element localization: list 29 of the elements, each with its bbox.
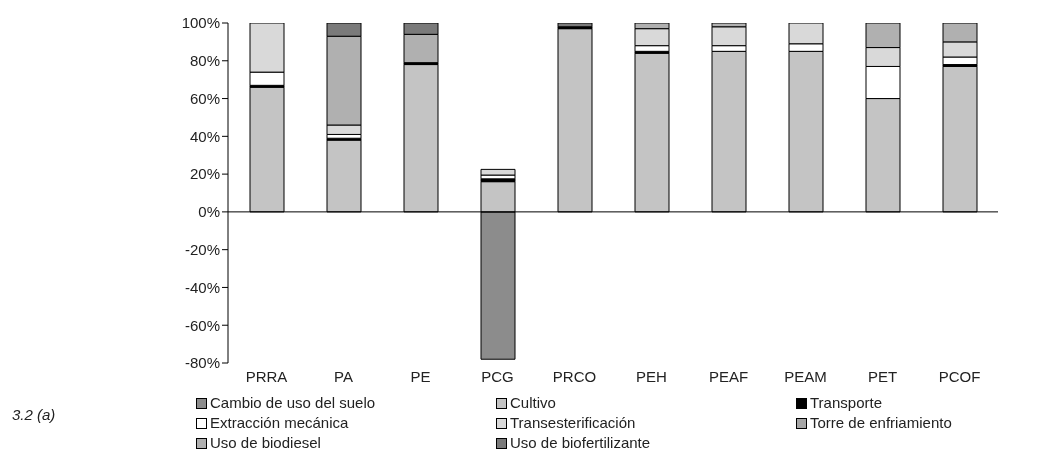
legend-label: Cultivo — [510, 393, 556, 413]
y-tick-label: -20% — [184, 240, 220, 258]
legend-label: Cambio de uso del suelo — [210, 393, 376, 413]
x-tick-label: PET — [867, 367, 898, 385]
y-tick-label: 20% — [189, 165, 220, 183]
text: 3.2 (a) — [12, 406, 56, 423]
y-tick-label: -60% — [184, 316, 220, 334]
x-tick-label: PRCO — [552, 367, 597, 385]
y-tick-label: 100% — [181, 14, 220, 32]
legend-label: Transporte — [810, 393, 882, 413]
y-tick-label: -80% — [184, 354, 220, 372]
y-tick-label: 60% — [189, 89, 220, 107]
legend-label: Torre de enfriamiento — [810, 413, 952, 433]
x-tick-label: PCG — [481, 367, 514, 385]
y-tick-label: 0% — [198, 203, 220, 221]
legend-label: Extracción mecánica — [210, 413, 349, 433]
legend-label: Transesterificación — [510, 413, 636, 433]
x-tick-label: PEH — [636, 367, 667, 385]
x-tick-label: PE — [410, 367, 431, 385]
x-tick-label: PRRA — [245, 367, 288, 385]
y-tick-label: 80% — [189, 52, 220, 70]
x-tick-label: PCOF — [938, 367, 981, 385]
y-tick-label: 40% — [189, 127, 220, 145]
legend-label: Uso de biofertilizante — [510, 433, 651, 453]
x-tick-label: PEAM — [784, 367, 827, 385]
legend-label: Uso de biodiesel — [210, 433, 321, 453]
y-tick-label: -40% — [184, 278, 220, 296]
x-tick-label: PA — [334, 367, 353, 385]
x-tick-label: PEAF — [708, 367, 749, 385]
